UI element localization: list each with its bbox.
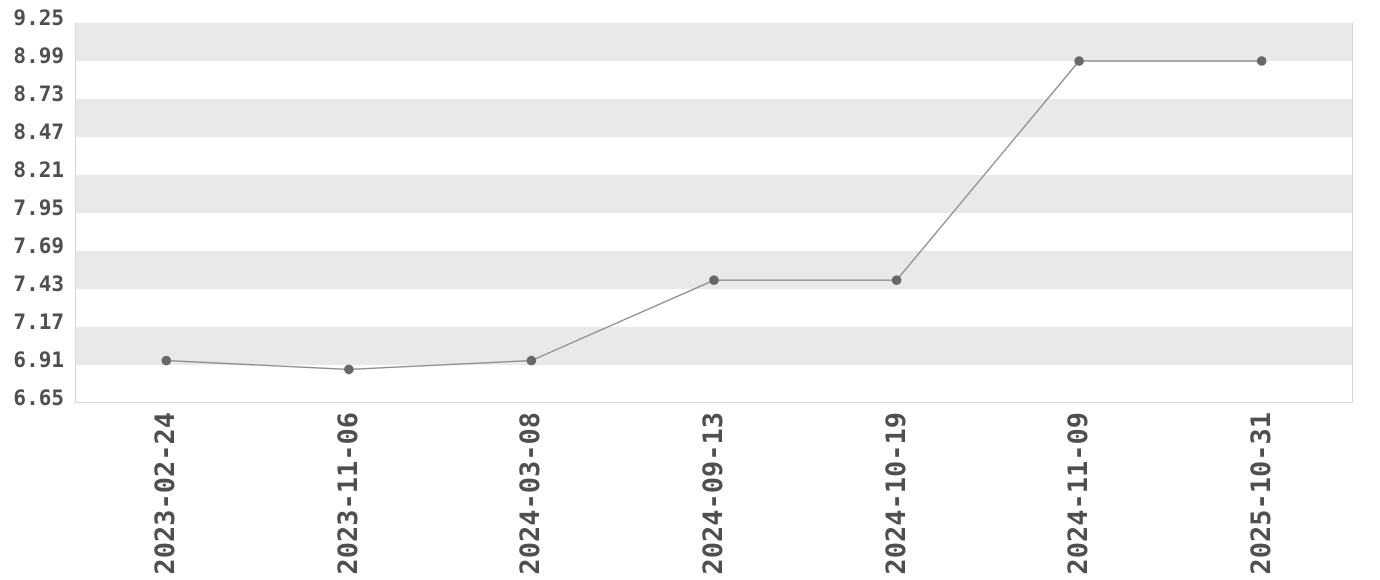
x-axis-tick-label: 2024-09-13 [698,412,729,575]
band-stripe [76,175,1352,213]
x-axis-tick-label: 2023-02-24 [150,412,182,575]
y-axis-tick-label: 7.69 [13,234,64,258]
y-axis-tick-label: 7.95 [13,196,64,220]
x-axis-tick-label: 2025-10-31 [1245,412,1277,575]
y-axis-tick-label: 8.21 [13,158,64,182]
x-axis-tick-label: 2024-11-09 [1063,412,1095,575]
band-stripe [76,23,1352,61]
y-axis-tick-label: 8.99 [13,44,64,68]
band-stripe [76,327,1352,365]
y-axis-tick-label: 6.91 [13,348,64,372]
y-axis-tick-label: 7.17 [13,310,64,334]
y-axis-tick-label: 6.65 [13,386,64,410]
x-axis-tick-label: 2023-11-06 [332,412,364,575]
plot-area [75,23,1353,403]
y-axis-tick-label: 8.47 [13,120,64,144]
y-axis-tick-label: 7.43 [13,272,64,296]
y-axis-tick-label: 9.25 [13,6,64,30]
band-stripe [76,99,1352,137]
x-axis-tick-label: 2024-03-08 [515,412,547,575]
x-axis-tick-label: 2024-10-19 [880,412,912,575]
band-stripe [76,251,1352,289]
y-axis-tick-label: 8.73 [13,82,64,106]
